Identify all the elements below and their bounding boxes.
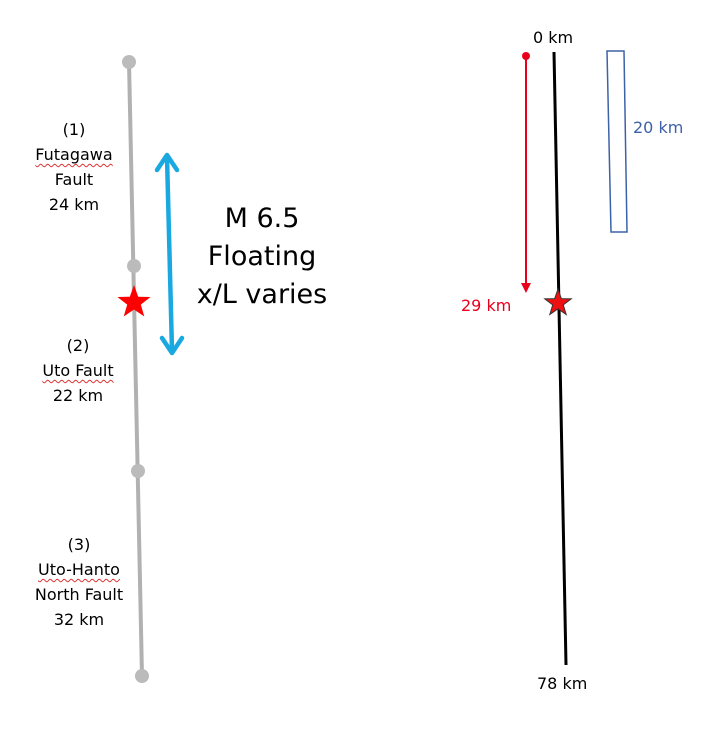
window-length-label: 20 km xyxy=(633,118,684,137)
fault-node xyxy=(122,55,136,69)
profile-line xyxy=(552,51,568,666)
segment-3-name-line-2: North Fault xyxy=(34,585,124,604)
fault-node xyxy=(131,464,145,478)
double-arrow-icon xyxy=(154,152,185,356)
epicenter-star-icon xyxy=(543,287,573,316)
fault-node xyxy=(135,669,149,683)
segment-2-number: (2) xyxy=(66,336,90,355)
epicenter-distance-label: 29 km xyxy=(461,296,512,315)
segment-1-name-line-1: Futagawa xyxy=(35,145,113,164)
segment-2-label: (2) Uto Fault 22 km xyxy=(8,333,148,408)
segment-3-length: 32 km xyxy=(53,610,105,629)
segment-1-label: (1) Futagawa Fault 24 km xyxy=(4,117,144,217)
fault-trace-line xyxy=(127,61,144,677)
segment-1-length: 24 km xyxy=(48,195,100,214)
rupture-description: M 6.5 Floating x/L varies xyxy=(192,200,332,314)
top-distance-label: 0 km xyxy=(533,28,574,47)
segment-3-name-line-1: Uto-Hanto xyxy=(38,560,120,579)
segment-2-name-line-1: Uto Fault xyxy=(42,361,114,380)
epicenter-star-icon xyxy=(117,285,151,317)
bottom-distance-label: 78 km xyxy=(537,674,588,693)
segment-2-length: 22 km xyxy=(52,386,104,405)
segment-1-number: (1) xyxy=(62,120,86,139)
fault-node xyxy=(127,259,141,273)
rupture-magnitude: M 6.5 xyxy=(224,203,300,234)
segment-3-label: (3) Uto-Hanto North Fault 32 km xyxy=(9,532,149,632)
rupture-type: Floating xyxy=(207,241,317,272)
segment-1-name-line-2: Fault xyxy=(54,170,94,189)
rupture-position: x/L varies xyxy=(196,279,328,310)
segment-3-number: (3) xyxy=(67,535,91,554)
window-box xyxy=(606,50,628,233)
